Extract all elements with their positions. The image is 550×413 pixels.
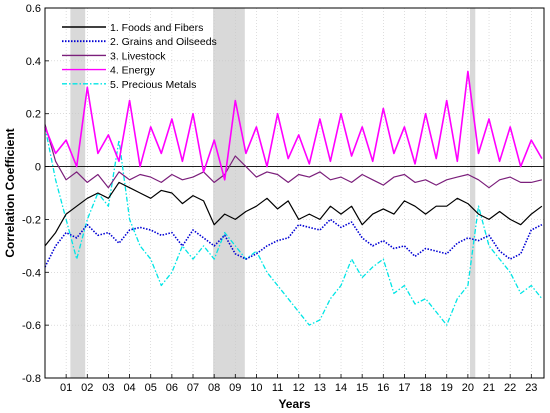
x-tick-label-4: 05 — [145, 382, 157, 394]
x-tick-label-21: 22 — [504, 382, 516, 394]
x-tick-label-3: 04 — [123, 382, 135, 394]
legend-label-3: 3. Livestock — [110, 50, 166, 62]
y-tick-label-0: -0.8 — [22, 373, 41, 385]
x-tick-label-0: 01 — [60, 382, 72, 394]
legend-label-5: 5. Precious Metals — [110, 79, 196, 91]
legend: 1. Foods and Fibers 2. Grains and Oilseed… — [62, 22, 217, 91]
x-tick-label-9: 10 — [250, 382, 262, 394]
recession-bands — [70, 8, 476, 378]
x-tick-label-22: 23 — [525, 382, 537, 394]
x-tick-label-7: 08 — [208, 382, 220, 394]
legend-label-2: 2. Grains and Oilseeds — [110, 36, 217, 48]
y-tick-label-7: 0.6 — [26, 3, 41, 15]
x-tick-label-6: 07 — [187, 382, 199, 394]
x-axis-ticks: 01 02 03 04 05 06 07 08 09 10 11 12 13 14 15 16 17 18 19 20… — [60, 374, 537, 394]
grid-lines — [45, 7, 544, 379]
series-line-1 — [44, 181, 543, 247]
recession-band-0 — [70, 8, 86, 378]
series-line-2 — [44, 218, 543, 268]
x-tick-label-2: 03 — [102, 382, 114, 394]
y-tick-label-6: 0.4 — [26, 56, 41, 68]
x-tick-label-11: 12 — [293, 382, 305, 394]
y-tick-label-2: -0.4 — [22, 267, 41, 279]
y-axis-ticks: -0.8 -0.6 -0.4 -0.2 0 0.2 0.4 0.6 — [22, 3, 49, 385]
y-tick-label-5: 0.2 — [26, 109, 41, 121]
legend-label-4: 4. Energy — [110, 65, 156, 77]
x-tick-label-19: 20 — [462, 382, 474, 394]
y-tick-label-4: 0 — [35, 162, 41, 174]
x-tick-label-12: 13 — [314, 382, 326, 394]
series-line-5 — [44, 126, 543, 326]
x-tick-label-17: 18 — [419, 382, 431, 394]
x-axis-label: Years — [278, 397, 310, 411]
x-tick-label-13: 14 — [335, 382, 347, 394]
x-tick-label-1: 02 — [81, 382, 93, 394]
y-tick-label-3: -0.2 — [22, 214, 41, 226]
x-tick-label-10: 11 — [272, 382, 283, 394]
series-lines — [44, 70, 543, 326]
y-tick-label-1: -0.6 — [22, 320, 41, 332]
y-axis-label: Correlation Coefficient — [3, 128, 17, 257]
x-tick-label-8: 09 — [229, 382, 241, 394]
x-tick-label-14: 15 — [356, 382, 368, 394]
x-tick-label-20: 21 — [483, 382, 495, 394]
x-tick-label-5: 06 — [166, 382, 178, 394]
recession-band-2 — [469, 8, 476, 378]
recession-band-1 — [213, 8, 245, 378]
series-line-4 — [44, 70, 543, 181]
x-tick-label-15: 16 — [377, 382, 389, 394]
series-line-3 — [44, 124, 543, 189]
x-tick-label-18: 19 — [441, 382, 453, 394]
plot-frame — [44, 7, 545, 379]
x-tick-label-16: 17 — [398, 382, 410, 394]
legend-label-1: 1. Foods and Fibers — [110, 22, 203, 34]
